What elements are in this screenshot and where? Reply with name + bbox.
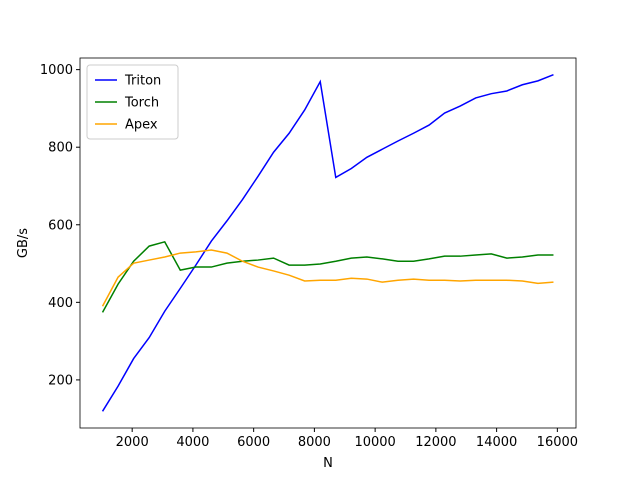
x-tick-label: 8000 xyxy=(298,435,331,450)
legend-box xyxy=(86,64,179,140)
x-tick-label: 10000 xyxy=(354,435,395,450)
y-tick-label: 600 xyxy=(48,218,73,233)
y-tick-label: 200 xyxy=(48,373,73,388)
x-tick-label: 12000 xyxy=(415,435,456,450)
x-tick-label: 2000 xyxy=(116,435,149,450)
legend-label: Apex xyxy=(125,118,158,133)
legend-label: Torch xyxy=(124,96,159,111)
plot-frame xyxy=(79,57,577,429)
y-tick-label: 800 xyxy=(48,141,73,156)
series-line xyxy=(101,249,554,307)
x-tick-label: 6000 xyxy=(237,435,270,450)
series-line xyxy=(101,240,554,313)
x-axis-label: N xyxy=(323,456,333,471)
y-tick-label: 1000 xyxy=(40,63,73,78)
x-tick-label: 14000 xyxy=(476,435,517,450)
y-axis-label: GB/s xyxy=(16,228,31,258)
x-tick-label: 16000 xyxy=(537,435,578,450)
y-tick-label: 400 xyxy=(48,296,73,311)
series-line xyxy=(101,73,554,412)
legend-label: Triton xyxy=(124,74,161,89)
x-tick-label: 4000 xyxy=(176,435,209,450)
